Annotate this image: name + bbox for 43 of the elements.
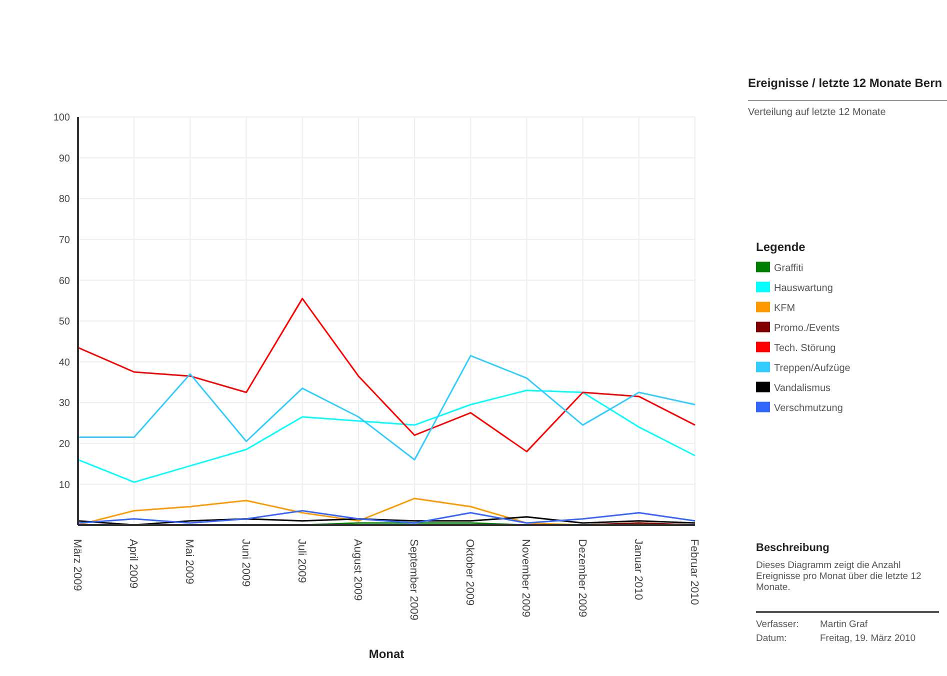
- x-tick-label: August 2009: [351, 539, 364, 601]
- text: Dieses Diagramm zeigt die Anzahl Ereignisse pro Monat über die letzte 12 Monate.: [756, 560, 922, 593]
- y-tick-label: 80: [58, 194, 70, 206]
- x-tick-label: Dezember 2009: [576, 539, 588, 618]
- x-tick-label: September 2009: [408, 539, 420, 620]
- y-tick-label: 60: [58, 276, 70, 287]
- text: Verteilung auf letzte 12 Monate: [748, 100, 947, 118]
- legend-label: Verschmutzung: [774, 403, 843, 414]
- text: Ereignisse / letzte 12 Monate Bern: [748, 76, 944, 90]
- y-tick-label: 10: [58, 480, 70, 491]
- legend-label: Graffiti: [774, 263, 804, 274]
- x-tick-label: Mai 2009: [183, 539, 196, 584]
- text: Verfasser:: [756, 619, 800, 630]
- y-tick-label: 100: [53, 112, 70, 124]
- line-series: [77, 390, 696, 483]
- x-tick-label: Februar 2010: [688, 539, 700, 606]
- x-axis-title: Monat: [368, 647, 404, 661]
- y-tick-label: 70: [58, 234, 70, 246]
- legend-label: Hauswartung: [774, 283, 833, 294]
- y-tick-label: 40: [58, 357, 70, 368]
- legend-label: Vandalismus: [774, 383, 831, 394]
- legend-title: Legende: [756, 240, 806, 254]
- legend-label: Tech. Störung: [774, 343, 836, 354]
- x-tick-label: Oktober 2009: [464, 539, 476, 606]
- text: Martin Graf: [820, 619, 869, 630]
- text: Datum:: [756, 633, 788, 644]
- line-series: [77, 354, 696, 460]
- legend-label: KFM: [774, 303, 796, 314]
- x-tick-label: Juni 2009: [239, 539, 252, 587]
- legend-label: Promo./Events: [774, 323, 840, 334]
- y-tick-label: 50: [58, 316, 70, 328]
- line-series: [77, 298, 696, 452]
- x-tick-label: Juli 2009: [295, 539, 308, 584]
- x-tick-label: November 2009: [520, 539, 532, 618]
- text: Beschreibung: [756, 542, 830, 554]
- y-tick-label: 90: [58, 153, 70, 164]
- y-tick-label: 30: [58, 398, 70, 410]
- x-tick-label: März 2009: [71, 539, 83, 591]
- y-tick-label: 20: [58, 438, 70, 450]
- x-tick-label: April 2009: [127, 539, 140, 589]
- legend-label: Treppen/Aufzüge: [774, 363, 850, 374]
- x-tick-label: Januar 2010: [632, 539, 644, 600]
- text: Freitag, 19. März 2010: [820, 633, 917, 644]
